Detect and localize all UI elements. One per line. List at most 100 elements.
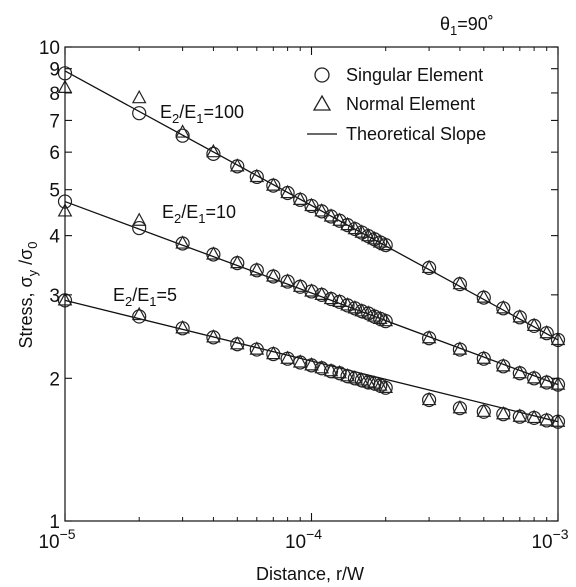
singular-element-point [323, 209, 339, 224]
normal-element-point [476, 403, 492, 417]
curve-label-rest: =10 [206, 202, 237, 222]
singular-element-point [347, 301, 363, 316]
normal-element-point [229, 254, 245, 269]
normal-element-point [452, 275, 468, 290]
singular-element-point [314, 361, 329, 376]
y-tick-label: 1 [49, 512, 60, 533]
normal-element-point [206, 246, 221, 260]
normal-element-point [452, 341, 468, 355]
x-tick-label-exp: −4 [306, 526, 322, 542]
singular-element-point [266, 269, 281, 284]
curve-label-b-sub: 1 [149, 294, 156, 309]
singular-element-point [512, 409, 527, 424]
x-tick-label: 10−5 [38, 526, 75, 553]
y-tick-label: 5 [49, 181, 60, 202]
x-tick-label-exp: −3 [553, 526, 569, 542]
curve-label-a: E [160, 102, 172, 122]
singular-element-point [539, 375, 554, 390]
normal-element-point [175, 320, 190, 334]
singular-element-point [332, 294, 347, 309]
singular-element-point [527, 318, 542, 333]
singular-element-point [422, 260, 437, 275]
y-tick-label: 2 [49, 369, 60, 390]
y-tick-label: 7 [49, 111, 60, 132]
normal-element-point [421, 329, 437, 344]
normal-element-point [496, 358, 511, 372]
normal-element-point [512, 309, 528, 323]
singular-element-point [323, 291, 339, 307]
normal-element-point [452, 399, 468, 414]
normal-element-point [539, 412, 555, 426]
singular-element-point [378, 380, 393, 395]
y-axis-label-pre: Stress, σ [16, 276, 36, 348]
singular-element-point [230, 159, 245, 174]
curve-label-a-sub: 2 [125, 294, 132, 309]
normal-element-point [131, 306, 147, 321]
normal-element-point [280, 273, 295, 287]
theoretical-slope-line [64, 70, 559, 341]
normal-element-point [512, 408, 528, 422]
singular-element-point [293, 355, 308, 370]
normal-element-point [280, 184, 295, 199]
curve-label: E2/E1=10 [162, 202, 236, 226]
curve-label: E2/E1=5 [113, 285, 177, 309]
singular-element-point [452, 277, 468, 292]
curve-label-a: E [162, 202, 174, 222]
singular-element-point [132, 106, 147, 121]
normal-element-point [421, 259, 437, 274]
normal-element-point [539, 374, 555, 388]
singular-element-point [452, 401, 468, 416]
curve-label-mid: /E [179, 102, 196, 122]
normal-element-point [131, 89, 147, 104]
normal-element-point [526, 409, 542, 424]
singular-element-point [340, 217, 355, 233]
curve-label-a-sub: 2 [174, 211, 181, 226]
singular-element-point [206, 330, 221, 345]
y-tick-label: 10 [39, 38, 60, 59]
normal-element-point [314, 360, 330, 374]
singular-element-point [340, 369, 355, 384]
normal-element-point [280, 350, 295, 364]
normal-element-point [266, 268, 281, 282]
y-tick-label: 6 [49, 143, 60, 164]
singular-element-point [354, 225, 369, 240]
normal-element-point [539, 324, 555, 339]
legend-circle-marker [314, 67, 330, 83]
singular-element-point [496, 301, 511, 316]
legend-label-singular: Singular Element [346, 65, 483, 85]
normal-element-point [266, 345, 281, 360]
singular-element-point [280, 185, 295, 201]
singular-element-point [378, 238, 393, 253]
curve-label-a-sub: 2 [172, 111, 179, 126]
singular-element-point [314, 287, 329, 302]
singular-element-point [476, 404, 491, 419]
curve-label-rest: =5 [157, 285, 178, 305]
singular-element-point [206, 247, 221, 262]
y-axis-label-sub1: y [25, 269, 40, 276]
curve-label-b-sub: 1 [196, 111, 203, 126]
x-tick-label-base: 10 [38, 532, 59, 553]
normal-element-point [314, 286, 330, 300]
theoretical-slope-line [64, 200, 559, 386]
singular-element-point [304, 358, 319, 373]
singular-element-point [496, 407, 511, 422]
chart-title: θ1=90˚ [440, 14, 494, 38]
y-axis-label-sub2: 0 [25, 242, 40, 249]
y-tick-label: 3 [49, 286, 60, 307]
normal-element-point [304, 283, 319, 297]
normal-element-point [229, 335, 245, 350]
singular-element-point [332, 366, 347, 381]
legend-triangle-marker [312, 94, 332, 111]
singular-element-point [539, 326, 554, 341]
normal-element-point [206, 143, 221, 158]
theoretical-slope-line [64, 299, 559, 423]
normal-element-point [292, 354, 308, 368]
normal-element-point [206, 329, 221, 343]
normal-element-point [266, 177, 281, 191]
y-tick-label: 8 [49, 84, 60, 105]
curve-label-a: E [113, 285, 125, 305]
x-tick-label-exp: −5 [60, 526, 76, 542]
y-tick-label: 9 [49, 60, 60, 81]
singular-element-point [314, 204, 329, 219]
